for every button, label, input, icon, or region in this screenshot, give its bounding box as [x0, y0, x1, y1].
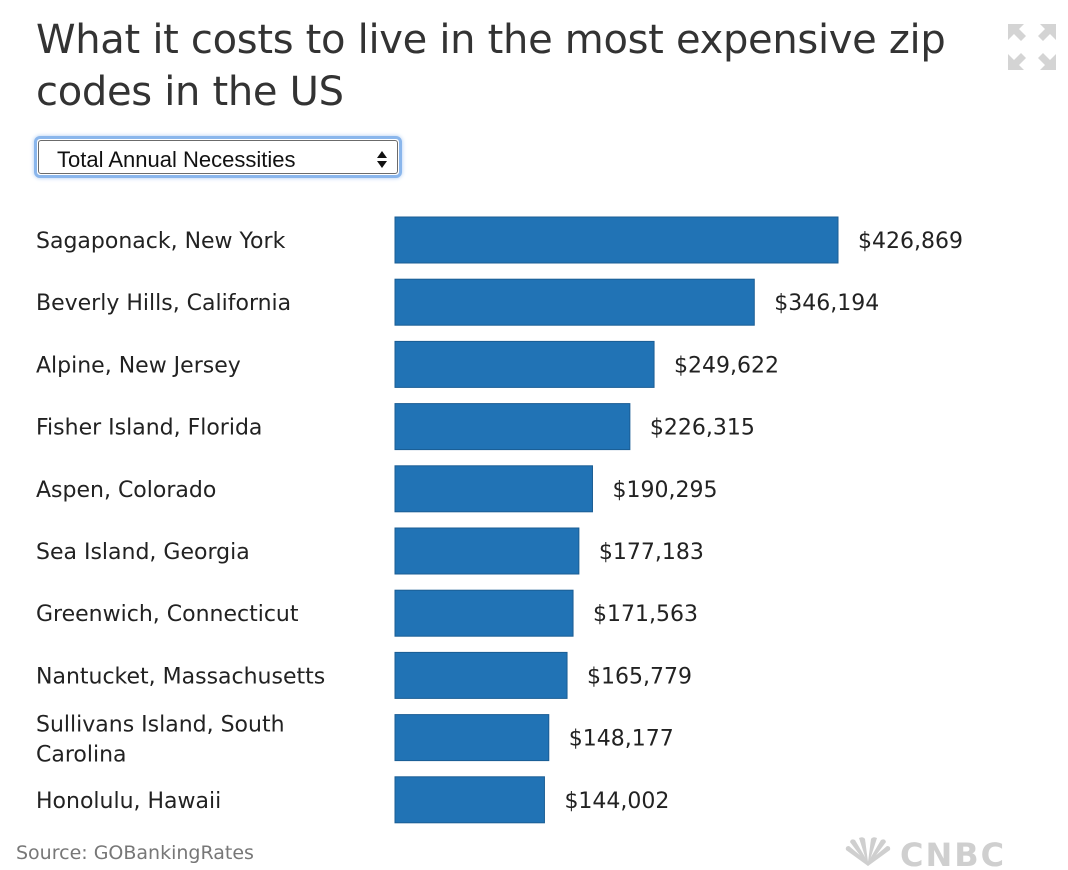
value-label: $165,779: [587, 664, 692, 689]
value-label: $346,194: [774, 291, 879, 316]
category-label: Sea Island, Georgia: [36, 540, 250, 565]
chart-title: What it costs to live in the most expens…: [36, 17, 946, 115]
bar[interactable]: [394, 465, 593, 513]
value-label: $426,869: [858, 229, 963, 254]
bar[interactable]: [394, 651, 568, 699]
bar-chart: Sagaponack, New York $426,869 Beverly Hill…: [36, 216, 963, 824]
value-label: $148,177: [569, 727, 674, 752]
category-label: Nantucket, Massachusetts: [36, 664, 325, 689]
bar[interactable]: [394, 278, 755, 326]
bar[interactable]: [394, 527, 580, 575]
value-label: $171,563: [593, 602, 698, 627]
bar[interactable]: [394, 340, 655, 388]
category-label: Honolulu, Hawaii: [36, 789, 221, 814]
category-label: Greenwich, Connecticut: [36, 602, 299, 627]
bar[interactable]: [394, 776, 545, 824]
cnbc-logo: CNBC: [842, 836, 1052, 870]
category-label: Fisher Island, Florida: [36, 416, 262, 441]
value-label: $144,002: [564, 789, 669, 814]
bar[interactable]: [394, 216, 839, 264]
bar[interactable]: [394, 403, 631, 451]
peacock-icon: [845, 837, 891, 866]
category-label: Aspen, Colorado: [36, 478, 216, 503]
value-label: $226,315: [650, 416, 755, 441]
expand-icon[interactable]: [1006, 22, 1058, 72]
source-note: Source: GOBankingRates: [16, 842, 254, 864]
value-label: $177,183: [599, 540, 704, 565]
cnbc-logo-text: CNBC: [900, 836, 1006, 870]
select-arrows-icon: [377, 151, 387, 168]
bar[interactable]: [394, 714, 550, 762]
bar[interactable]: [394, 589, 574, 637]
metric-select[interactable]: Total Annual Necessities: [34, 136, 402, 178]
metric-select-value: Total Annual Necessities: [57, 147, 296, 172]
value-label: $249,622: [674, 353, 779, 378]
value-label: $190,295: [612, 478, 717, 503]
category-label: Alpine, New Jersey: [36, 353, 241, 378]
category-label: Sagaponack, New York: [36, 229, 286, 254]
category-label: Beverly Hills, California: [36, 291, 291, 316]
category-label: Sullivans Island, South Carolina: [36, 713, 285, 768]
